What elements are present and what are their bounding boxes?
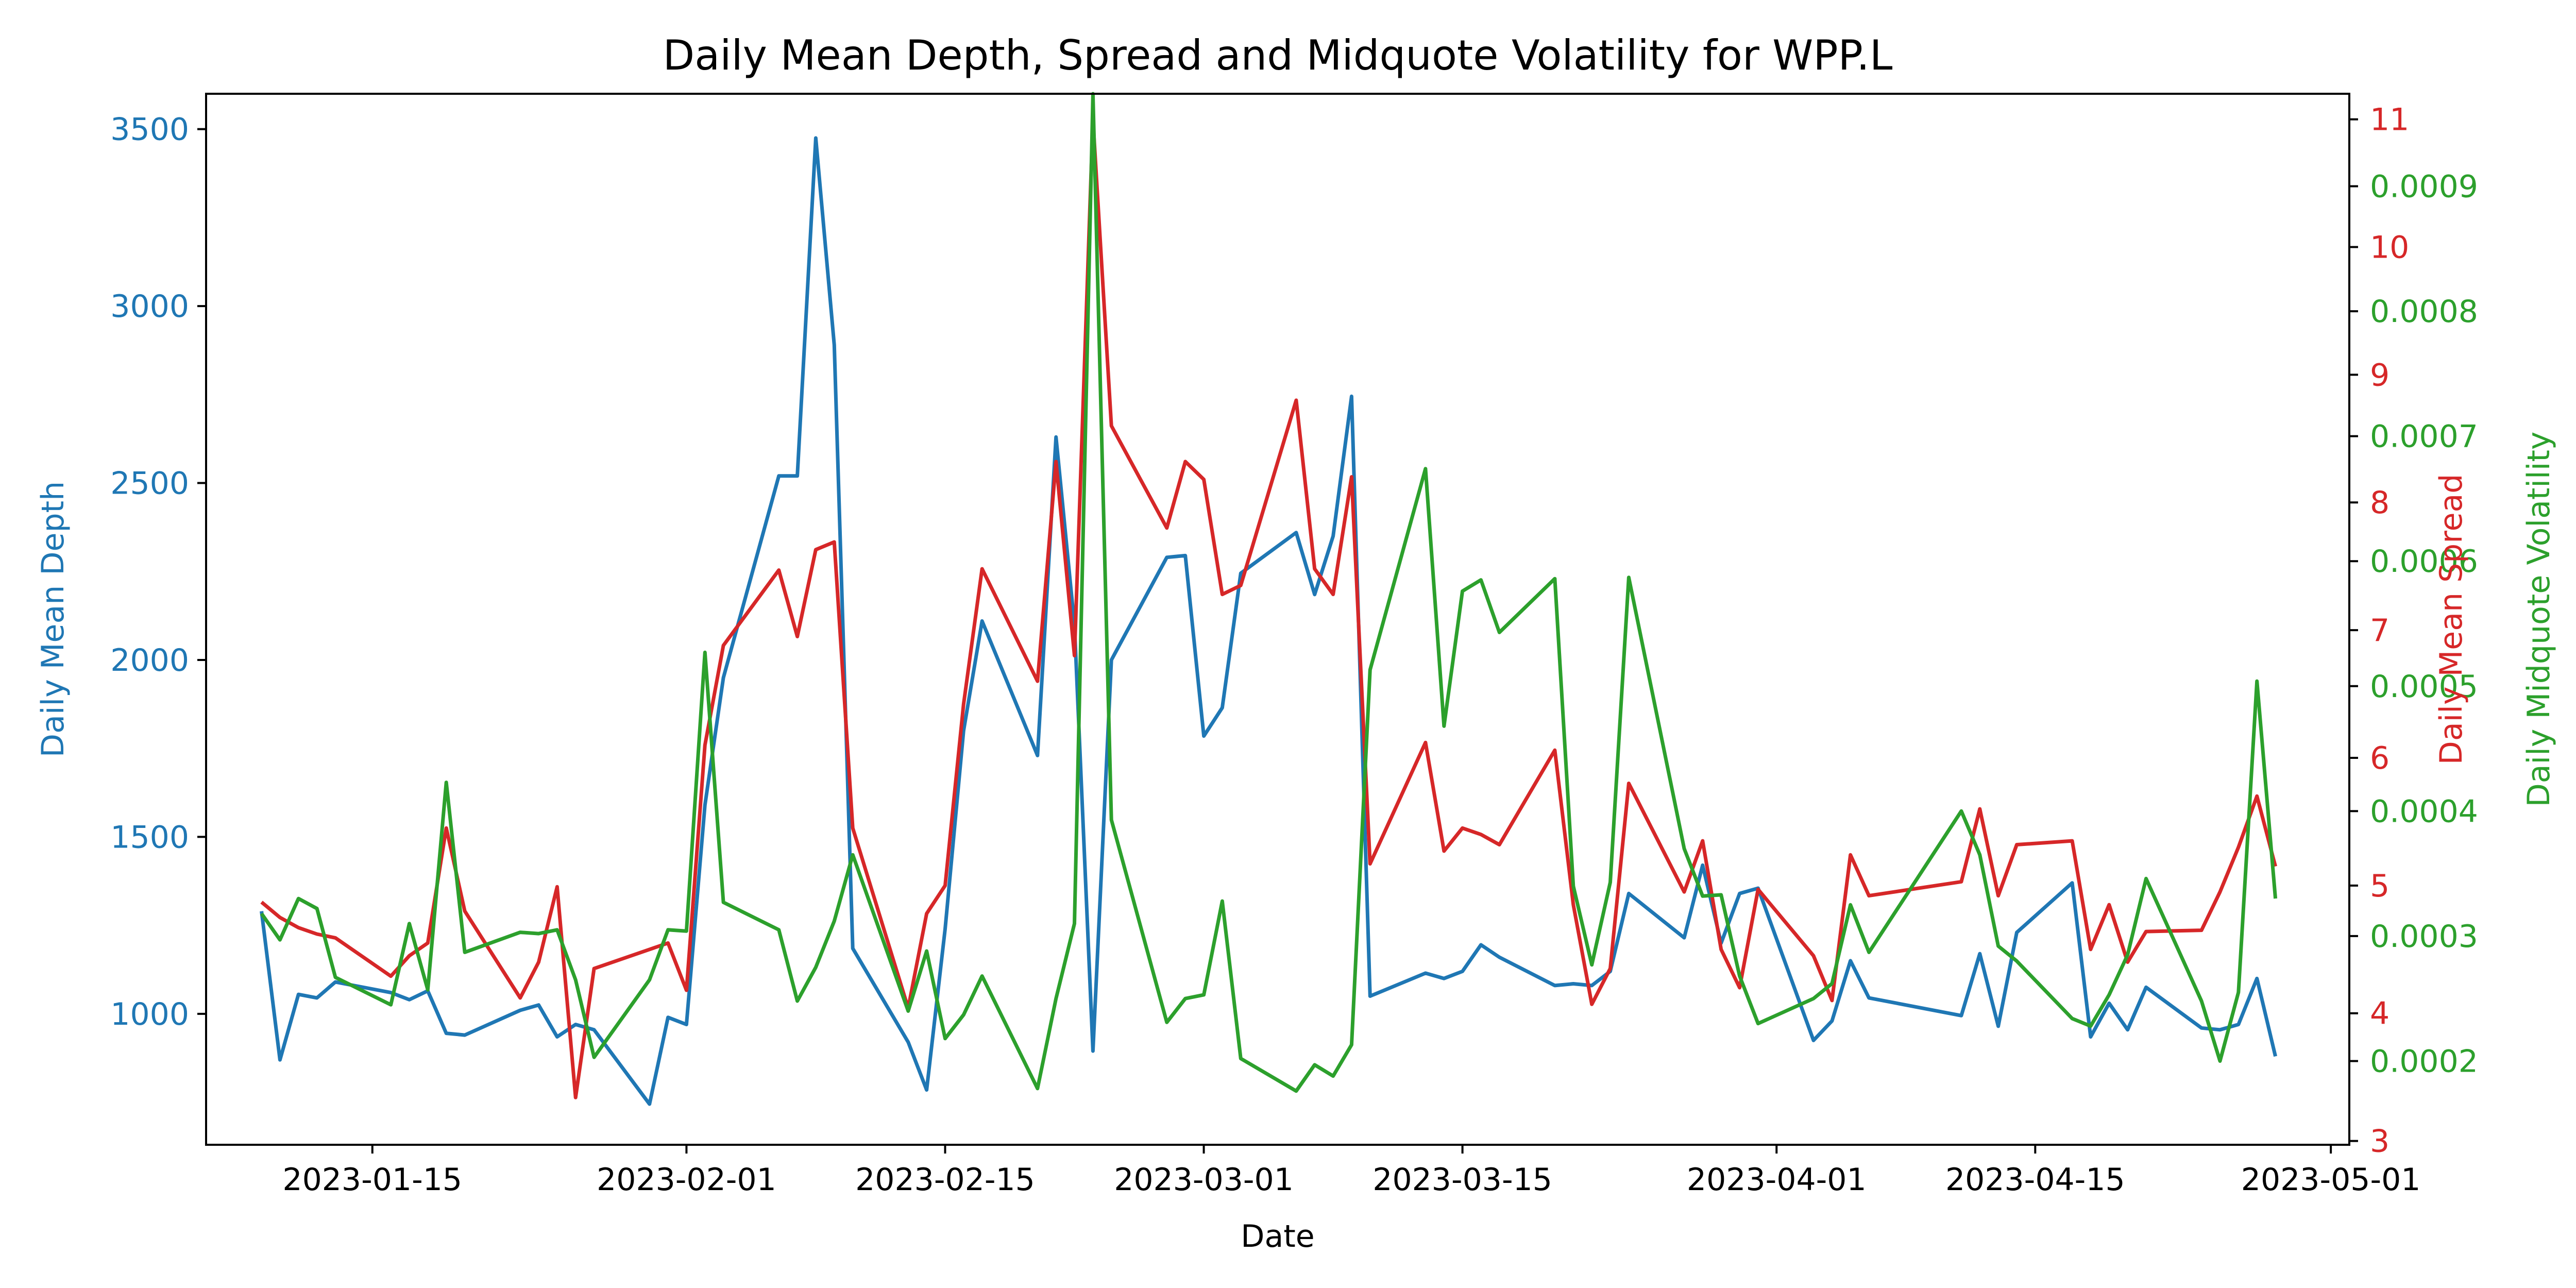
volatility-tick-label: 0.0004 xyxy=(2370,793,2478,829)
volatility-tick-label: 0.0005 xyxy=(2370,669,2478,705)
plot-layer xyxy=(260,92,2278,1106)
depth-series-line xyxy=(260,136,2278,1106)
x-tick-label: 2023-03-01 xyxy=(1114,1162,1294,1198)
depth-tick-label: 3000 xyxy=(110,289,189,325)
spread-tick-label: 8 xyxy=(2370,485,2389,521)
depth-tick-label: 1500 xyxy=(110,819,189,855)
spread-tick-label: 10 xyxy=(2370,229,2409,265)
chart-title: Daily Mean Depth, Spread and Midquote Vo… xyxy=(663,31,1893,79)
spread-axis-label: Daily Mean Spread xyxy=(2433,474,2469,765)
spread-tick-label: 3 xyxy=(2370,1124,2389,1160)
volatility-tick-label: 0.0003 xyxy=(2370,919,2478,955)
depth-axis-label: Daily Mean Depth xyxy=(35,481,71,757)
x-axis-label: Date xyxy=(1241,1218,1314,1255)
depth-tick-label: 3500 xyxy=(110,112,189,148)
x-tick-label: 2023-05-01 xyxy=(2241,1162,2421,1198)
volatility-series-line xyxy=(260,92,2278,1093)
spread-tick-label: 4 xyxy=(2370,996,2389,1032)
volatility-tick-label: 0.0006 xyxy=(2370,544,2478,580)
spread-tick-label: 7 xyxy=(2370,613,2389,649)
spread-tick-label: 11 xyxy=(2370,102,2409,138)
spread-tick-label: 9 xyxy=(2370,357,2389,393)
x-tick-label: 2023-04-15 xyxy=(1945,1162,2125,1198)
x-tick-label: 2023-02-15 xyxy=(855,1162,1035,1198)
volatility-tick-label: 0.0007 xyxy=(2370,419,2478,455)
x-tick-label: 2023-01-15 xyxy=(282,1162,462,1198)
volatility-tick-label: 0.0008 xyxy=(2370,294,2478,330)
volatility-tick-label: 0.0009 xyxy=(2370,169,2478,205)
x-tick-label: 2023-04-01 xyxy=(1687,1162,1867,1198)
volatility-tick-label: 0.0002 xyxy=(2370,1043,2478,1079)
depth-tick-label: 2500 xyxy=(110,466,189,502)
spread-tick-label: 5 xyxy=(2370,868,2389,904)
x-tick-label: 2023-02-01 xyxy=(597,1162,776,1198)
depth-tick-label: 1000 xyxy=(110,996,189,1032)
volatility-axis-label: Daily Midquote Volatility xyxy=(2521,432,2557,807)
plot-frame xyxy=(205,93,2350,1146)
spread-tick-label: 6 xyxy=(2370,740,2389,776)
x-tick-label: 2023-03-15 xyxy=(1372,1162,1552,1198)
axes-layer: 2023-01-15 2023-02-01 2023-02-15 2023-03-01… xyxy=(110,102,2478,1198)
spread-series-line xyxy=(260,117,2277,1099)
depth-tick-label: 2000 xyxy=(110,642,189,679)
